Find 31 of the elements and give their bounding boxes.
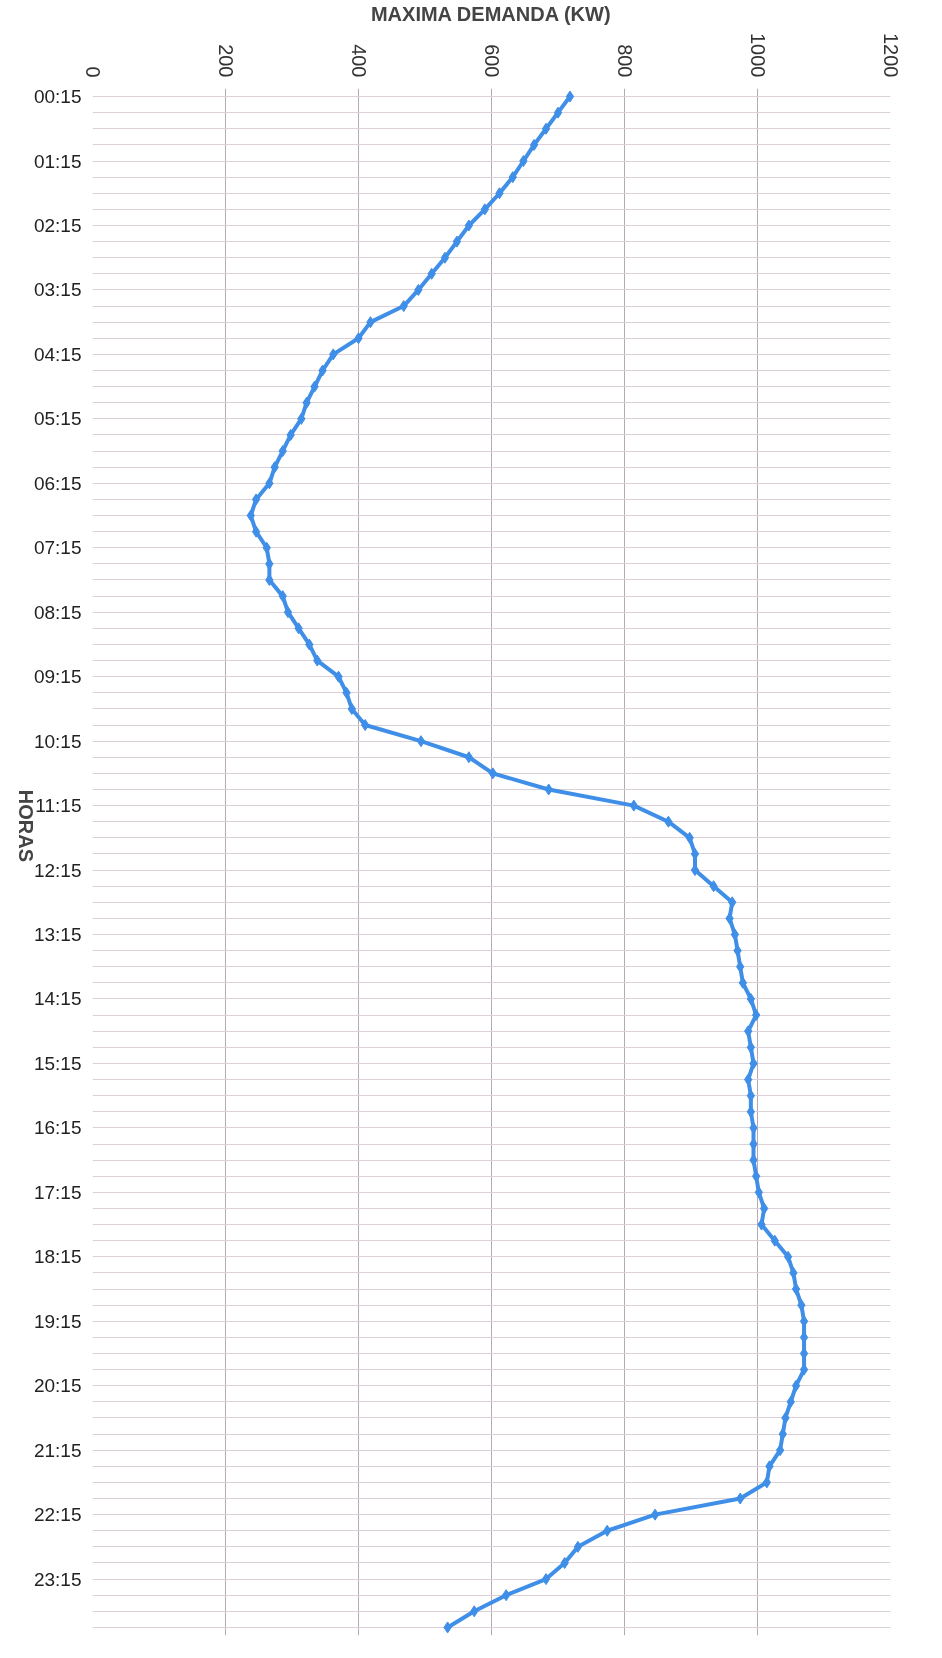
x-axis-title: MAXIMA DEMANDA (KW): [370, 3, 611, 26]
x-tick-label: 1000: [746, 33, 769, 78]
y-tick-label: 07:15: [33, 537, 82, 559]
x-tick-label: 600: [480, 44, 503, 78]
y-tick-label: 18:15: [33, 1246, 82, 1268]
x-tick-label: 200: [214, 44, 237, 78]
y-tick-label: 04:15: [33, 343, 82, 365]
y-tick-label: 13:15: [33, 924, 82, 946]
x-tick-label: 0: [81, 66, 104, 78]
y-tick-label: 09:15: [33, 666, 82, 688]
y-tick-label: 19:15: [33, 1310, 82, 1332]
y-tick-label: 23:15: [33, 1568, 82, 1590]
y-tick-label: 20:15: [33, 1375, 82, 1397]
y-tick-label: 10:15: [33, 730, 82, 752]
y-tick-label: 11:15: [35, 795, 82, 817]
y-tick-label: 03:15: [33, 279, 82, 301]
y-tick-label: 00:15: [33, 86, 82, 108]
x-tick-label: 400: [347, 44, 370, 78]
y-tick-label: 21:15: [33, 1439, 82, 1461]
y-tick-label: 01:15: [33, 150, 82, 172]
y-tick-label: 14:15: [33, 988, 82, 1010]
y-tick-label: 15:15: [33, 1052, 82, 1074]
y-tick-label: 05:15: [33, 408, 82, 430]
x-tick-label: 1200: [879, 33, 902, 78]
y-tick-label: 02:15: [33, 214, 82, 236]
y-tick-label: 06:15: [33, 472, 82, 494]
y-tick-label: 22:15: [33, 1504, 82, 1526]
y-tick-label: 17:15: [33, 1181, 82, 1203]
y-tick-label: 08:15: [33, 601, 82, 623]
y-tick-label: 16:15: [33, 1117, 82, 1139]
x-tick-label: 800: [613, 44, 636, 78]
